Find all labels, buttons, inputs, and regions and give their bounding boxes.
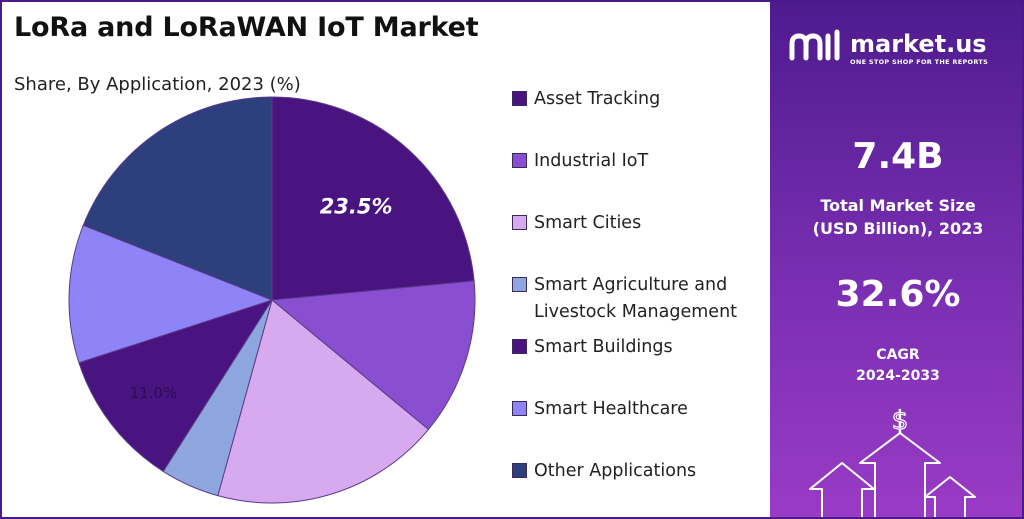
brand-logo: market.us ONE STOP SHOP FOR THE REPORTS	[788, 28, 1018, 68]
legend-label: Smart Buildings	[534, 337, 673, 357]
pie-slice-smart-buildings	[78, 299, 274, 473]
legend-item: Other Applications	[512, 458, 766, 485]
cagr-value: 32.6%	[835, 274, 961, 315]
legend-item: Smart Agriculture and Livestock Manageme…	[512, 272, 766, 326]
pie-slice-asset-tracking	[271, 96, 475, 301]
market-us-logo-icon	[789, 29, 840, 61]
pie-slice-industrial-iot	[270, 280, 476, 431]
legend-label: Smart Agriculture and Livestock Manageme…	[534, 275, 738, 322]
legend-swatch	[512, 463, 527, 478]
pie-data-label: 23.5%	[320, 195, 393, 219]
legend-label: Smart Healthcare	[534, 399, 688, 419]
stats-panel: market.us ONE STOP SHOP FOR THE REPORTS …	[770, 2, 1022, 517]
market-size-label-line1: Total Market Size	[820, 196, 976, 215]
growth-arrows-icon: $	[809, 405, 976, 517]
legend-item: Asset Tracking	[512, 86, 766, 113]
legend-swatch	[512, 91, 527, 106]
pie-slice-other-applications	[82, 96, 273, 301]
brand-name: market.us	[850, 30, 987, 58]
legend-item: Smart Healthcare	[512, 396, 766, 423]
pie-slice-smart-healthcare	[68, 224, 274, 364]
chart-subtitle: Share, By Application, 2023 (%)	[14, 74, 301, 95]
pie-data-label: 11.0%	[130, 384, 178, 402]
pie-chart: 23.5% 11.0%	[68, 96, 476, 504]
legend-swatch	[512, 401, 527, 416]
market-size-label-line2: (USD Billion), 2023	[812, 219, 984, 238]
chart-title: LoRa and LoRaWAN IoT Market	[14, 12, 479, 43]
legend-swatch	[512, 215, 527, 230]
legend-swatch	[512, 153, 527, 168]
cagr-period: 2024-2033	[856, 368, 940, 384]
legend-label: Asset Tracking	[534, 89, 661, 109]
legend-label: Industrial IoT	[534, 151, 649, 171]
pie-slice-smart-cities	[217, 299, 430, 504]
chart-panel: LoRa and LoRaWAN IoT Market Share, By Ap…	[2, 2, 770, 517]
legend-swatch	[512, 339, 527, 354]
legend-item: Smart Buildings	[512, 334, 766, 361]
legend-item: Industrial IoT	[512, 148, 766, 175]
legend-swatch	[512, 277, 527, 292]
legend-item: Smart Cities	[512, 210, 766, 237]
market-size-value: 7.4B	[852, 136, 944, 177]
brand-tagline: ONE STOP SHOP FOR THE REPORTS	[850, 58, 989, 66]
legend-label: Other Applications	[534, 461, 697, 481]
legend-label: Smart Cities	[534, 213, 642, 233]
cagr-label: CAGR	[876, 347, 920, 363]
dollar-icon: $	[892, 406, 909, 436]
